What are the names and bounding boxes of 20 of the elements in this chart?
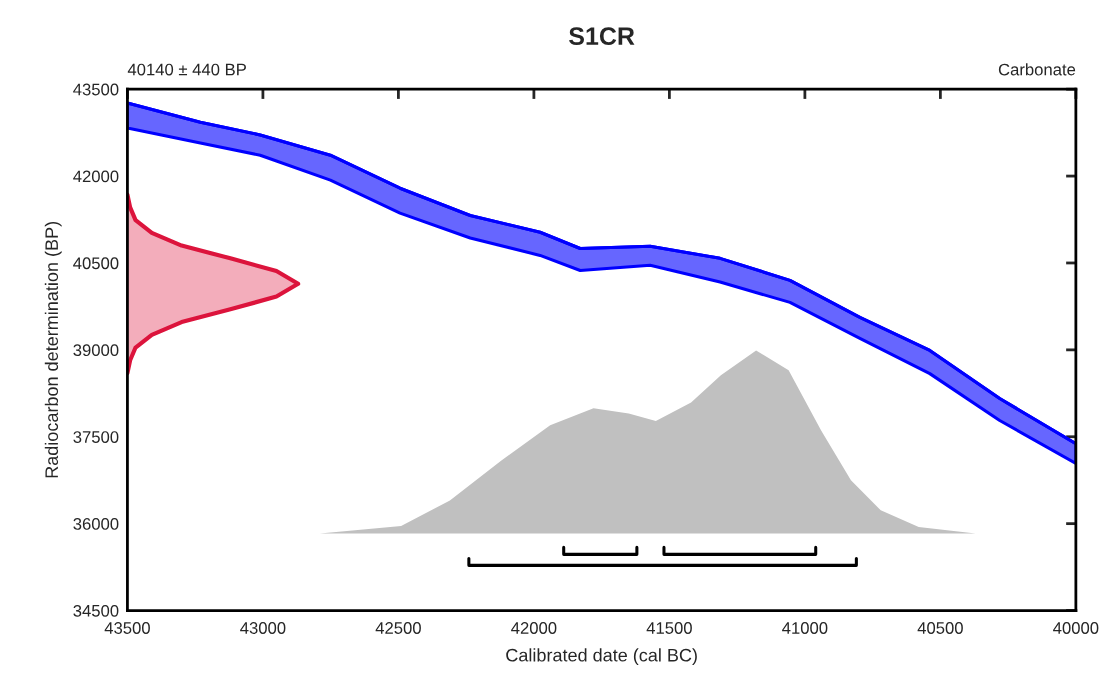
y-tick-label: 36000: [73, 518, 119, 530]
x-tick-label: 41000: [782, 622, 828, 634]
y-tick-label: 43500: [73, 83, 119, 96]
y-axis-title: Radiocarbon determination (BP): [44, 222, 62, 478]
x-tick-label: 40000: [1053, 622, 1099, 634]
text: 40140 ± 440 BP: [127, 63, 246, 76]
x-tick-label: 41500: [646, 622, 692, 634]
y-tick-label: 34500: [73, 604, 119, 617]
x-tick-label: 43000: [240, 622, 286, 634]
y-tick-label: 37500: [73, 431, 119, 443]
chart-title: S1CR: [569, 27, 635, 45]
x-tick-label: 42000: [511, 622, 557, 634]
y-tick-label: 40500: [73, 257, 119, 270]
x-tick-label: 42500: [375, 622, 421, 634]
y-tick-label: 42000: [73, 170, 119, 183]
x-tick-label: 43500: [104, 622, 150, 634]
y-tick-label: 39000: [73, 344, 119, 357]
text: Carbonate: [998, 63, 1076, 76]
x-axis-title: Calibrated date (cal BC): [506, 648, 697, 666]
x-tick-label: 40500: [917, 622, 963, 634]
